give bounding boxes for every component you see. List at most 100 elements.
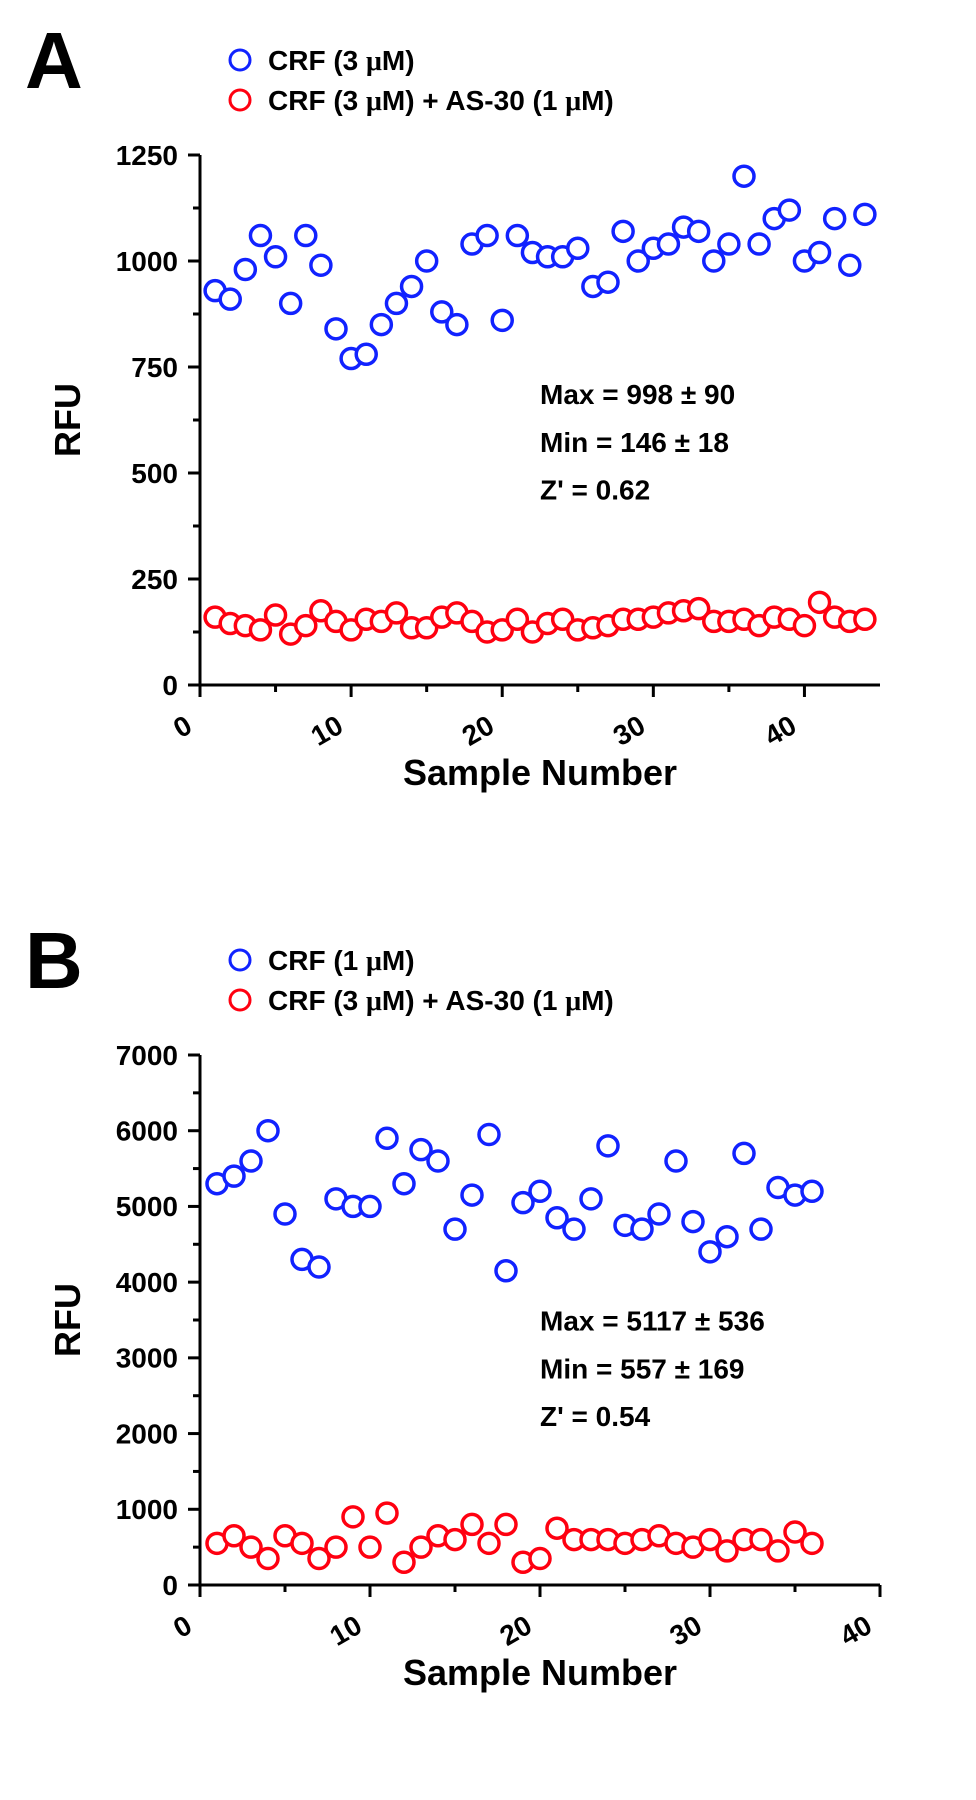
data-point bbox=[719, 234, 739, 254]
data-point bbox=[700, 1242, 720, 1262]
data-point bbox=[402, 276, 422, 296]
data-point bbox=[220, 289, 240, 309]
legend-marker bbox=[230, 90, 250, 110]
x-tick-label: 0 bbox=[168, 1609, 197, 1644]
data-point bbox=[275, 1204, 295, 1224]
x-tick-label: 40 bbox=[759, 709, 801, 751]
data-point bbox=[477, 226, 497, 246]
data-point bbox=[632, 1219, 652, 1239]
data-point bbox=[377, 1503, 397, 1523]
x-tick-label: 40 bbox=[835, 1609, 877, 1651]
data-point bbox=[343, 1507, 363, 1527]
series-0 bbox=[205, 166, 875, 368]
data-point bbox=[281, 293, 301, 313]
stat-annotation: Max = 5117 ± 536 bbox=[540, 1306, 765, 1337]
legend-label: CRF (1 μM) bbox=[268, 945, 415, 977]
data-point bbox=[356, 344, 376, 364]
data-point bbox=[258, 1549, 278, 1569]
y-tick-label: 4000 bbox=[116, 1267, 178, 1298]
data-point bbox=[658, 234, 678, 254]
data-point bbox=[734, 166, 754, 186]
stat-annotation: Z' = 0.54 bbox=[540, 1401, 651, 1432]
data-point bbox=[445, 1219, 465, 1239]
y-tick-label: 5000 bbox=[116, 1191, 178, 1222]
stat-annotation: Min = 146 ± 18 bbox=[540, 427, 729, 458]
y-tick-label: 750 bbox=[131, 352, 178, 383]
y-tick-label: 1000 bbox=[116, 1494, 178, 1525]
y-tick-label: 7000 bbox=[116, 1040, 178, 1071]
x-tick-label: 30 bbox=[665, 1609, 707, 1651]
legend-label: CRF (3 μM) + AS-30 (1 μM) bbox=[268, 985, 614, 1017]
data-point bbox=[377, 1128, 397, 1148]
panel-B: BCRF (1 μM)CRF (3 μM) + AS-30 (1 μM)0100… bbox=[0, 900, 976, 1800]
y-tick-label: 0 bbox=[162, 670, 178, 701]
data-point bbox=[649, 1204, 669, 1224]
y-tick-label: 1000 bbox=[116, 246, 178, 277]
data-point bbox=[840, 255, 860, 275]
data-point bbox=[296, 226, 316, 246]
data-point bbox=[311, 255, 331, 275]
data-point bbox=[802, 1533, 822, 1553]
data-point bbox=[360, 1537, 380, 1557]
data-point bbox=[447, 315, 467, 335]
data-point bbox=[530, 1549, 550, 1569]
data-point bbox=[530, 1181, 550, 1201]
data-point bbox=[371, 315, 391, 335]
chart-svg: CRF (1 μM) CRF (3 μM) + AS-30 (1 μM) 0 1000… bbox=[0, 900, 976, 1800]
data-point bbox=[802, 1181, 822, 1201]
y-axis-label: RFU bbox=[47, 1283, 88, 1357]
data-point bbox=[751, 1219, 771, 1239]
data-point bbox=[462, 1185, 482, 1205]
data-point bbox=[683, 1212, 703, 1232]
data-point bbox=[717, 1227, 737, 1247]
series-0 bbox=[207, 1121, 822, 1281]
series-1 bbox=[207, 1503, 822, 1572]
data-point bbox=[734, 1143, 754, 1163]
x-tick-label: 20 bbox=[457, 709, 499, 751]
data-point bbox=[598, 272, 618, 292]
x-axis-label: Sample Number bbox=[403, 1652, 677, 1693]
y-tick-label: 3000 bbox=[116, 1343, 178, 1374]
data-point bbox=[749, 234, 769, 254]
data-point bbox=[224, 1166, 244, 1186]
data-point bbox=[445, 1530, 465, 1550]
data-point bbox=[564, 1219, 584, 1239]
data-point bbox=[258, 1121, 278, 1141]
series-1 bbox=[205, 592, 875, 644]
legend-label: CRF (3 μM) bbox=[268, 45, 415, 77]
data-point bbox=[360, 1196, 380, 1216]
data-point bbox=[417, 251, 437, 271]
data-point bbox=[496, 1261, 516, 1281]
x-tick-label: 20 bbox=[495, 1609, 537, 1651]
data-point bbox=[598, 1136, 618, 1156]
data-point bbox=[266, 247, 286, 267]
data-point bbox=[250, 226, 270, 246]
data-point bbox=[292, 1533, 312, 1553]
legend-marker bbox=[230, 990, 250, 1010]
x-tick-label: 10 bbox=[306, 709, 348, 751]
data-point bbox=[479, 1125, 499, 1145]
y-tick-label: 500 bbox=[131, 458, 178, 489]
data-point bbox=[326, 1537, 346, 1557]
legend-marker bbox=[230, 950, 250, 970]
data-point bbox=[462, 1514, 482, 1534]
x-axis-label: Sample Number bbox=[403, 752, 677, 793]
data-point bbox=[704, 251, 724, 271]
data-point bbox=[855, 609, 875, 629]
data-point bbox=[810, 243, 830, 263]
data-point bbox=[309, 1257, 329, 1277]
data-point bbox=[581, 1189, 601, 1209]
data-point bbox=[666, 1151, 686, 1171]
legend-marker bbox=[230, 50, 250, 70]
y-axis-label: RFU bbox=[47, 383, 88, 457]
stat-annotation: Min = 557 ± 169 bbox=[540, 1353, 744, 1384]
x-tick-label: 30 bbox=[608, 709, 650, 751]
chart-svg: CRF (3 μM)CRF (3 μM) + AS-30 (1 μM)02505… bbox=[0, 0, 976, 900]
panel-A: ACRF (3 μM)CRF (3 μM) + AS-30 (1 μM)0250… bbox=[0, 0, 976, 900]
data-point bbox=[825, 209, 845, 229]
panel-label: A bbox=[25, 15, 83, 107]
x-tick-label: 10 bbox=[325, 1609, 367, 1651]
y-tick-label: 6000 bbox=[116, 1116, 178, 1147]
y-tick-label: 250 bbox=[131, 564, 178, 595]
data-point bbox=[768, 1541, 788, 1561]
